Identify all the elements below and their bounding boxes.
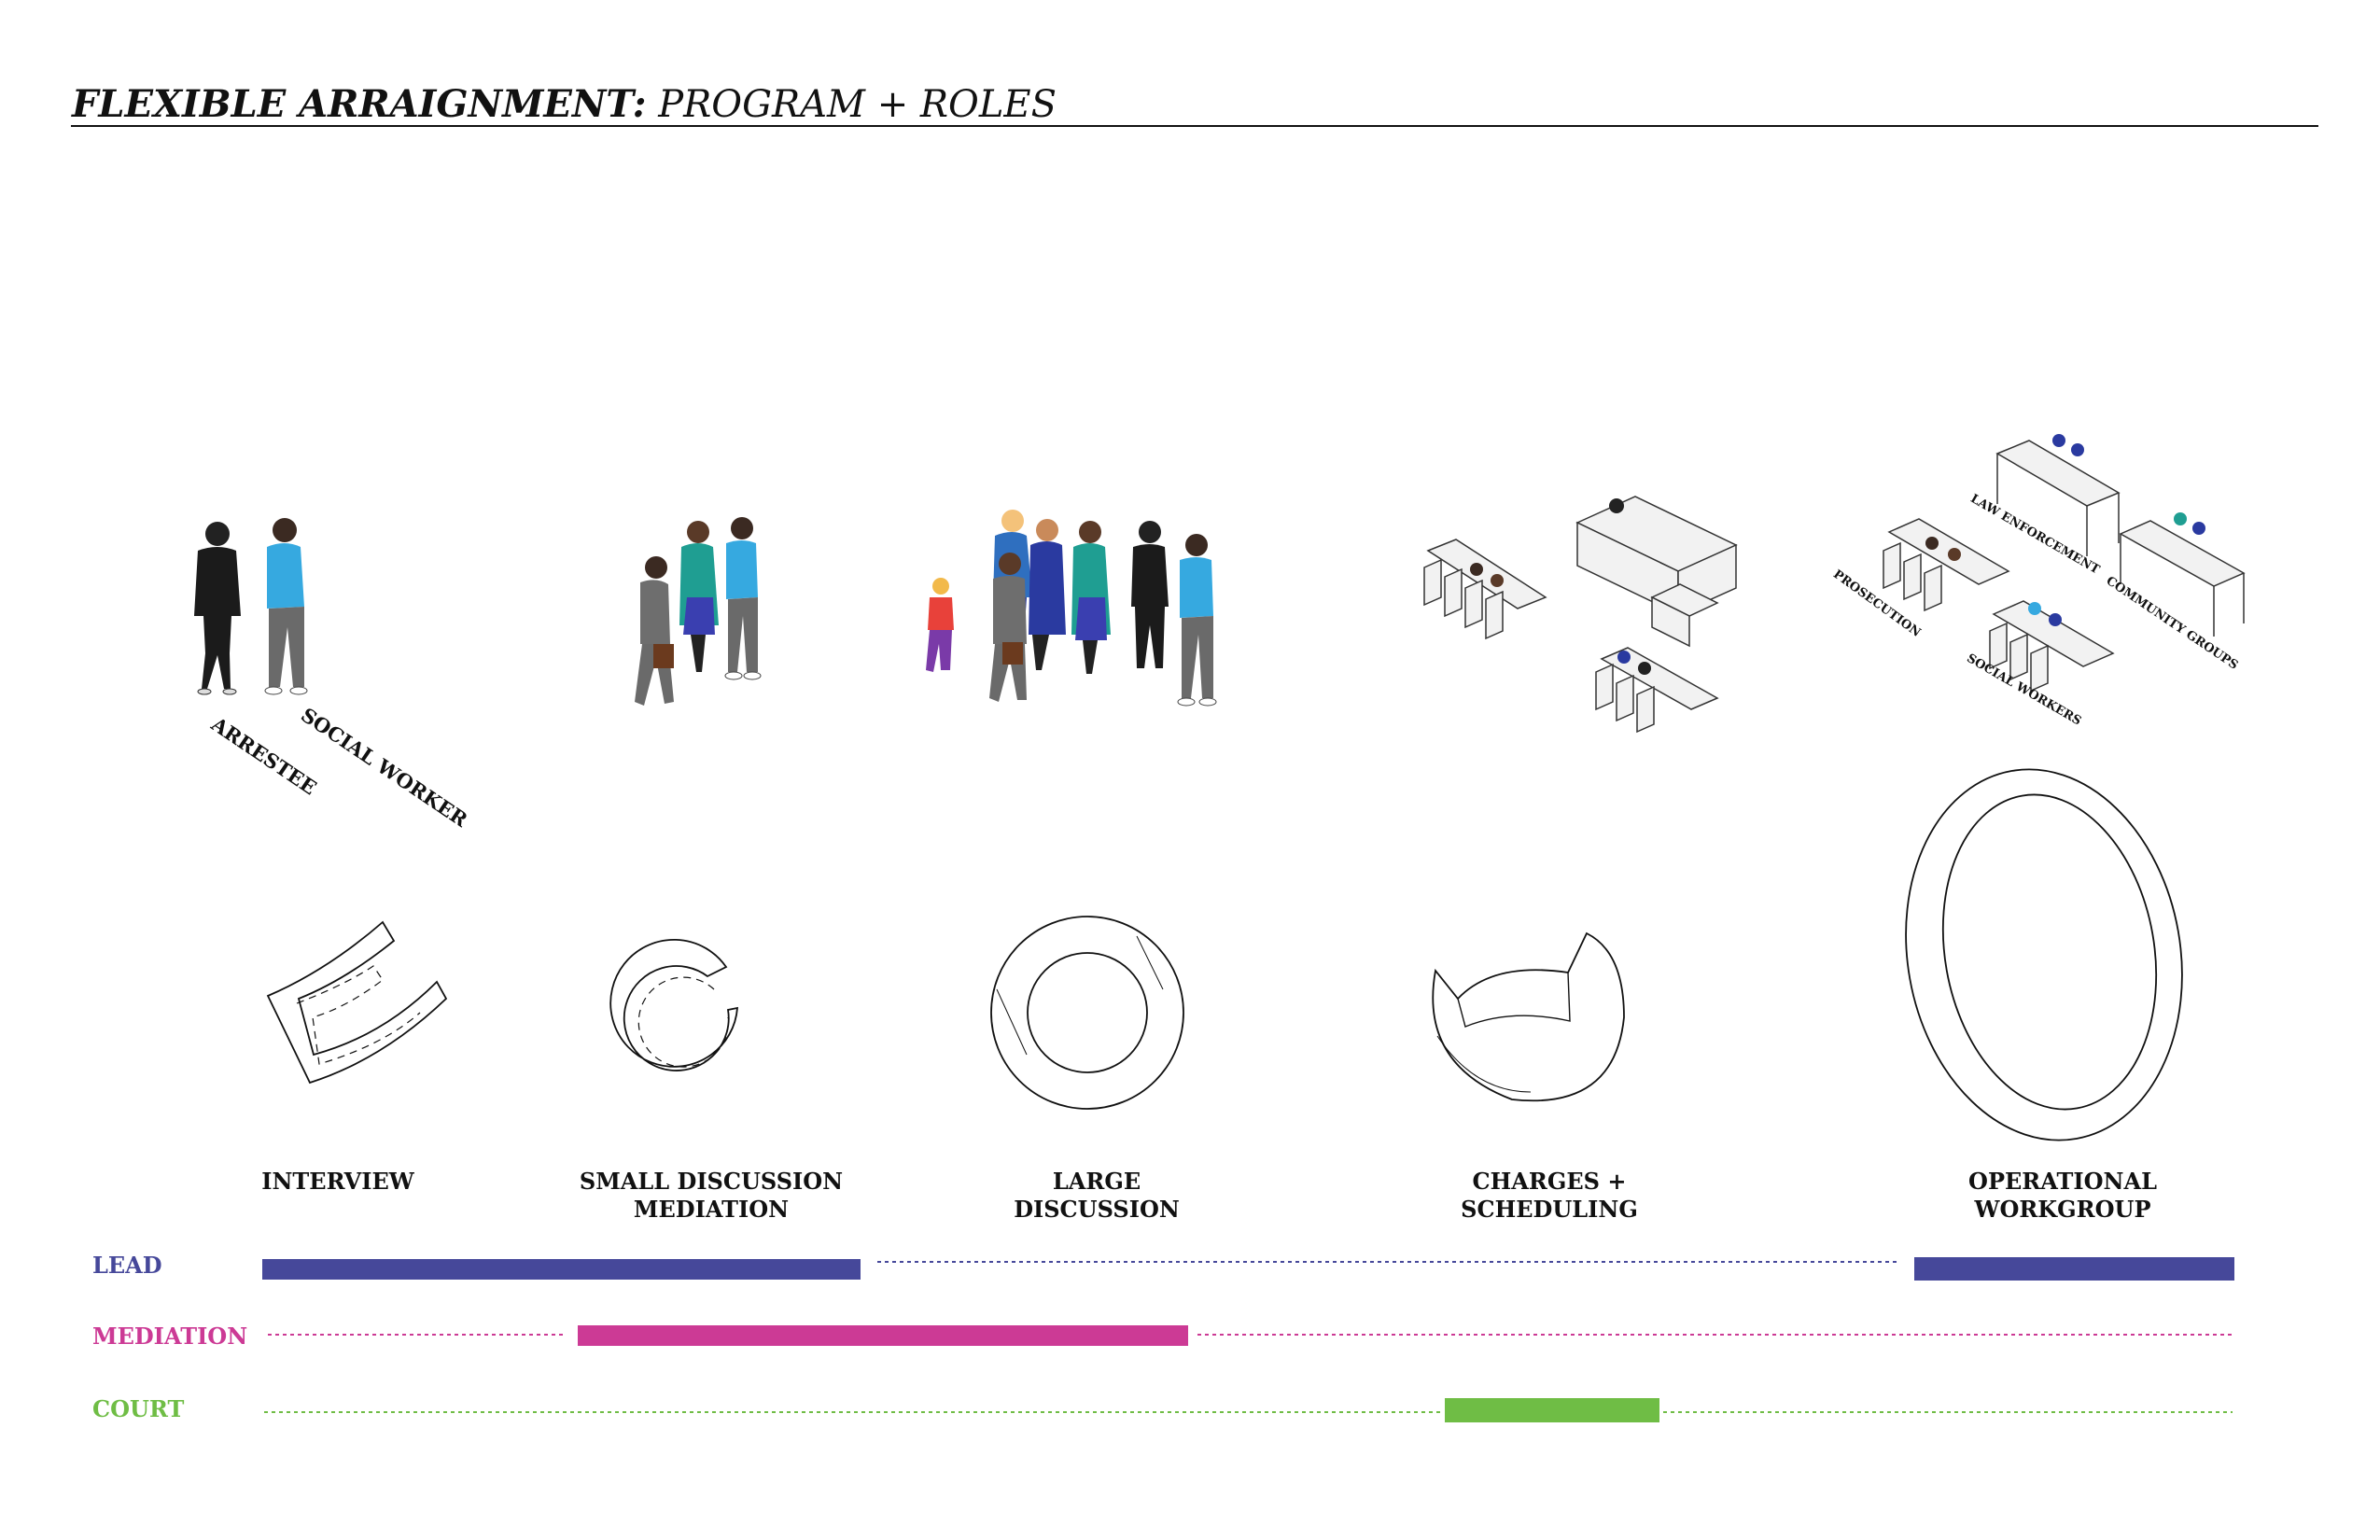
woman-with-bag — [1029, 519, 1066, 670]
role-label-mediation: MEDIATION — [92, 1323, 248, 1350]
man-with-briefcase — [989, 553, 1027, 702]
lead-active-bar-2 — [1914, 1257, 2234, 1281]
lead-role-timeline — [262, 1257, 2234, 1281]
mediation-active-bar — [578, 1325, 1188, 1346]
mediation-role-timeline — [268, 1325, 2233, 1346]
charges-furniture — [1423, 496, 1738, 734]
program-label-line1: OPERATIONAL — [1968, 1168, 2157, 1195]
woman-teal-coat — [679, 521, 719, 672]
program-label-line1: INTERVIEW — [261, 1168, 414, 1195]
arrestee-figure — [194, 522, 241, 695]
judge-bench — [1575, 496, 1738, 648]
community-table — [2119, 512, 2246, 637]
small-discussion-plan-shape — [609, 939, 738, 1071]
program-label-line1: CHARGES + — [1472, 1168, 1627, 1195]
walker-with-briefcase — [635, 556, 674, 706]
program-label-charges: CHARGES + SCHEDULING — [1437, 1168, 1661, 1224]
role-label-lead: LEAD — [92, 1252, 162, 1279]
program-label-line1: LARGE — [1052, 1168, 1141, 1195]
small-discussion-people — [635, 517, 762, 706]
program-label-interview: INTERVIEW — [245, 1168, 431, 1196]
court-role-timeline — [264, 1398, 2233, 1422]
operational-furniture — [1883, 434, 2246, 693]
charges-plan-shape — [1432, 931, 1625, 1102]
large-discussion-people — [926, 510, 1217, 707]
large-discussion-plan-shape — [990, 916, 1184, 1110]
program-label-small-discussion: SMALL DISCUSSION MEDIATION — [571, 1168, 851, 1224]
court-active-bar — [1445, 1398, 1659, 1422]
woman-teal-coat-2 — [1071, 521, 1111, 674]
page-title: FLEXIBLE ARRAIGNMENT: PROGRAM + ROLES — [72, 82, 1057, 126]
program-label-line1: SMALL DISCUSSION — [579, 1168, 844, 1195]
program-label-line2: DISCUSSION — [1014, 1196, 1180, 1223]
operational-plan-shape — [1905, 768, 2183, 1141]
social-worker-figure — [264, 518, 308, 695]
child-figure — [926, 578, 954, 672]
law-enforcement-table — [1995, 434, 2121, 556]
page-title-bold: FLEXIBLE ARRAIGNMENT: — [72, 82, 647, 126]
man-black-outfit — [1131, 521, 1169, 668]
role-label-court: COURT — [92, 1395, 185, 1422]
interview-people — [194, 518, 308, 695]
program-label-operational: OPERATIONAL WORKGROUP — [1951, 1168, 2175, 1224]
program-label-line2: SCHEDULING — [1461, 1196, 1638, 1223]
man-blue-shirt-2 — [1177, 534, 1217, 707]
table-set-left — [1423, 539, 1547, 640]
program-label-line2: MEDIATION — [633, 1196, 790, 1223]
title-rule — [71, 125, 2318, 127]
man-blue-shirt — [724, 517, 762, 680]
social-workers-table — [1989, 600, 2115, 693]
table-set-bottom — [1595, 647, 1719, 734]
lead-active-bar-1 — [262, 1259, 861, 1280]
program-label-line2: WORKGROUP — [1974, 1196, 2151, 1223]
interview-plan-shape — [266, 920, 448, 1085]
prosecution-table — [1883, 518, 2010, 612]
program-label-large-discussion: LARGE DISCUSSION — [989, 1168, 1204, 1224]
page-title-rest: PROGRAM + ROLES — [646, 83, 1057, 126]
